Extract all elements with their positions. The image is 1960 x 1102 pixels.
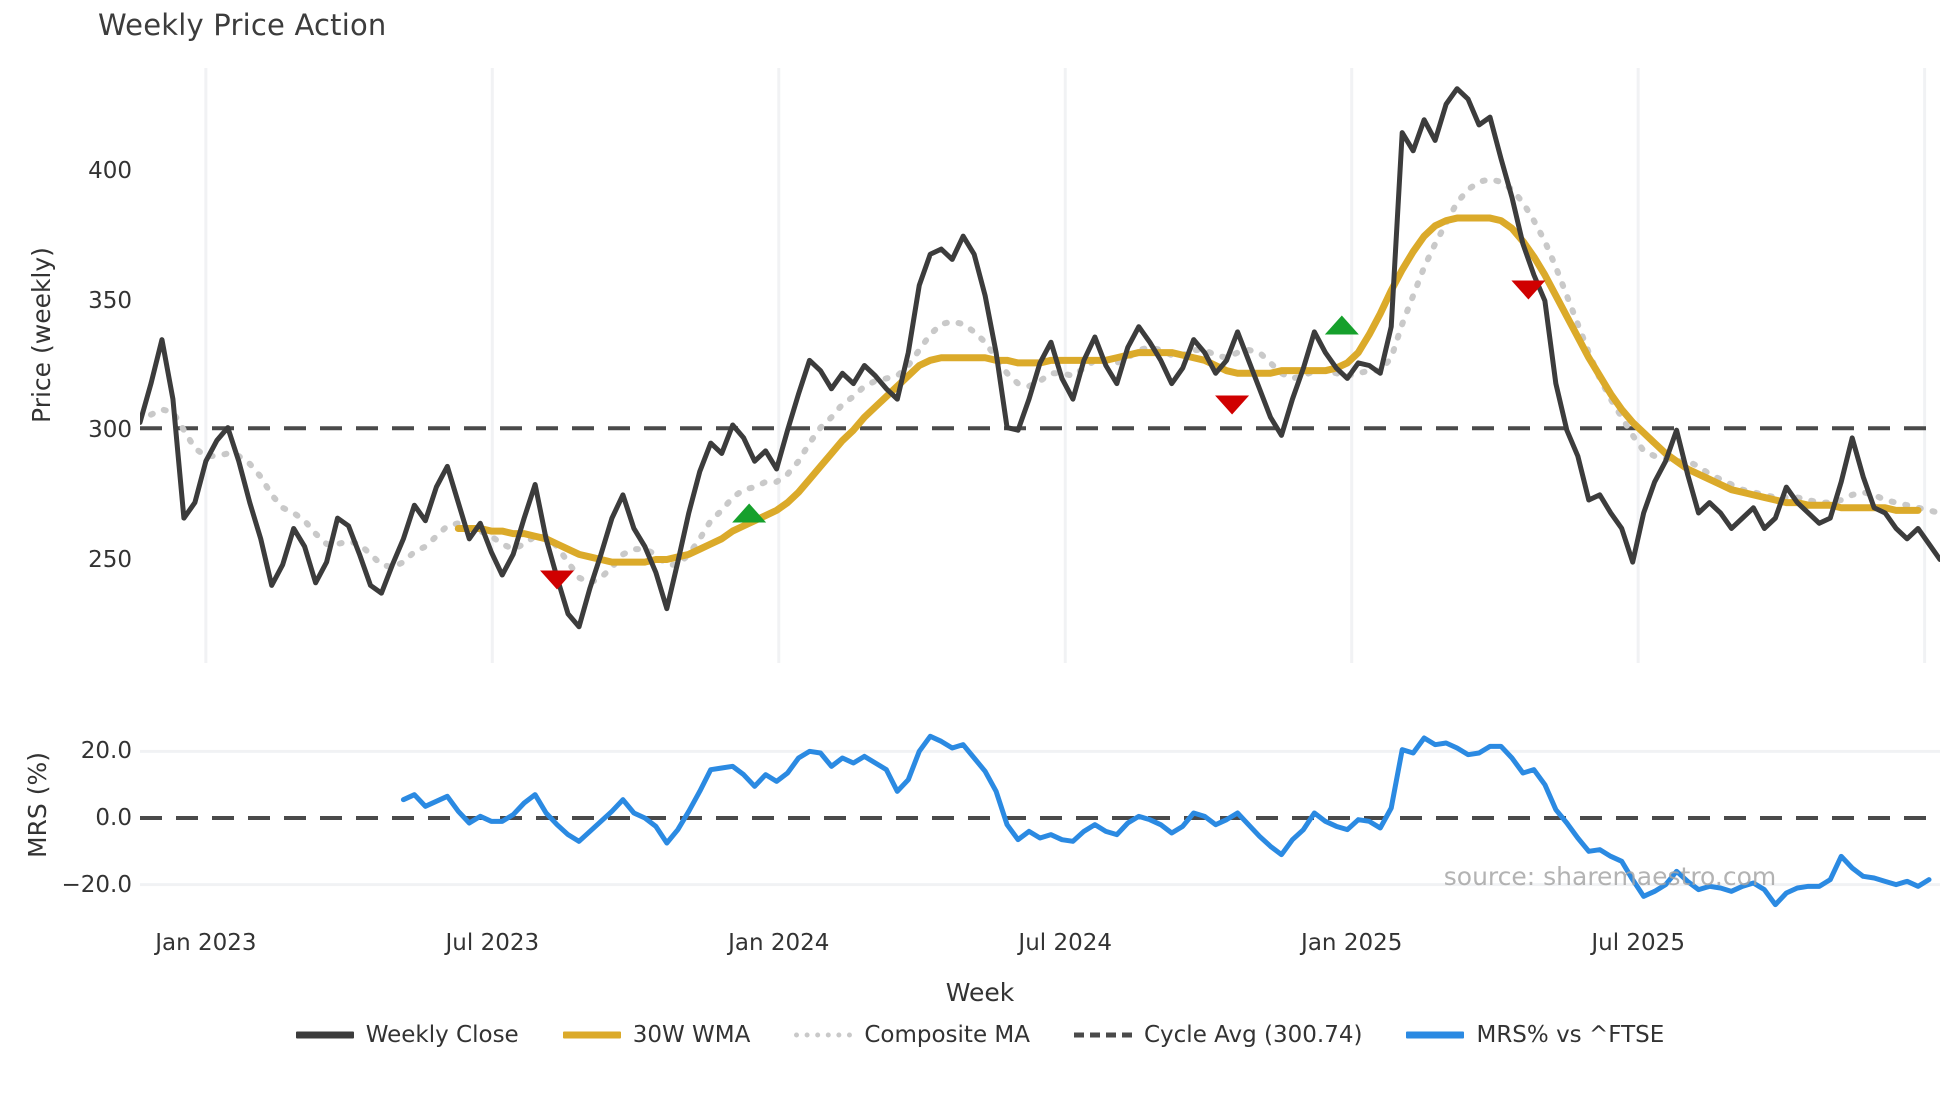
legend-item[interactable]: Composite MA xyxy=(794,1022,1030,1048)
mrs-panel xyxy=(140,718,1940,918)
bottom-panel-y-ticks: 20.0 0.0 −20.0 xyxy=(28,718,132,918)
legend-label: 30W WMA xyxy=(632,1022,751,1048)
sell-signal-marker xyxy=(1215,395,1250,415)
legend-label: Weekly Close xyxy=(365,1022,519,1048)
y-tick-label: 350 xyxy=(88,287,132,314)
legend-label: Composite MA xyxy=(864,1022,1030,1048)
x-tick-label: Jul 2024 xyxy=(1018,930,1113,956)
legend-item[interactable]: MRS% vs ^FTSE xyxy=(1406,1022,1664,1048)
series-line-mrs-vs-ftse xyxy=(400,733,1932,908)
sell-signal-marker xyxy=(1511,280,1546,300)
x-tick-label: Jul 2025 xyxy=(1591,930,1685,956)
chart-legend: Weekly Close 30W WMA Composite MA Cycle Avg… xyxy=(0,1022,1960,1048)
x-tick-label: Jan 2023 xyxy=(155,930,257,956)
buy-signal-marker xyxy=(1324,315,1359,335)
x-tick-label: Jul 2023 xyxy=(445,930,540,956)
sell-signal-marker xyxy=(540,570,575,590)
legend-label: MRS% vs ^FTSE xyxy=(1476,1022,1665,1048)
legend-item[interactable]: Cycle Avg (300.74) xyxy=(1073,1022,1363,1048)
legend-item[interactable]: Weekly Close xyxy=(295,1022,519,1048)
series-line-composite-ma xyxy=(147,176,1940,586)
series-line-weekly-close xyxy=(140,86,1940,630)
x-tick-label: Jan 2024 xyxy=(728,930,830,956)
legend-item[interactable]: 30W WMA xyxy=(562,1022,751,1048)
y-tick-label: 20.0 xyxy=(80,738,132,765)
x-tick-label: Jan 2025 xyxy=(1301,930,1403,956)
y-tick-label: 400 xyxy=(88,158,132,185)
source-watermark: source: sharemaestro.com xyxy=(1443,862,1777,891)
y-tick-label: 250 xyxy=(88,546,132,573)
y-tick-label: 0.0 xyxy=(95,805,132,831)
buy-signal-marker xyxy=(732,503,767,523)
legend-label: Cycle Avg (300.74) xyxy=(1143,1022,1363,1048)
top-panel-y-ticks: 400 350 300 250 xyxy=(28,68,132,663)
y-tick-label: −20.0 xyxy=(61,871,132,898)
price-panel xyxy=(140,68,1940,663)
y-tick-label: 300 xyxy=(88,417,132,444)
x-axis-label: Week xyxy=(945,978,1015,1007)
page-title: Weekly Price Action xyxy=(98,8,387,42)
